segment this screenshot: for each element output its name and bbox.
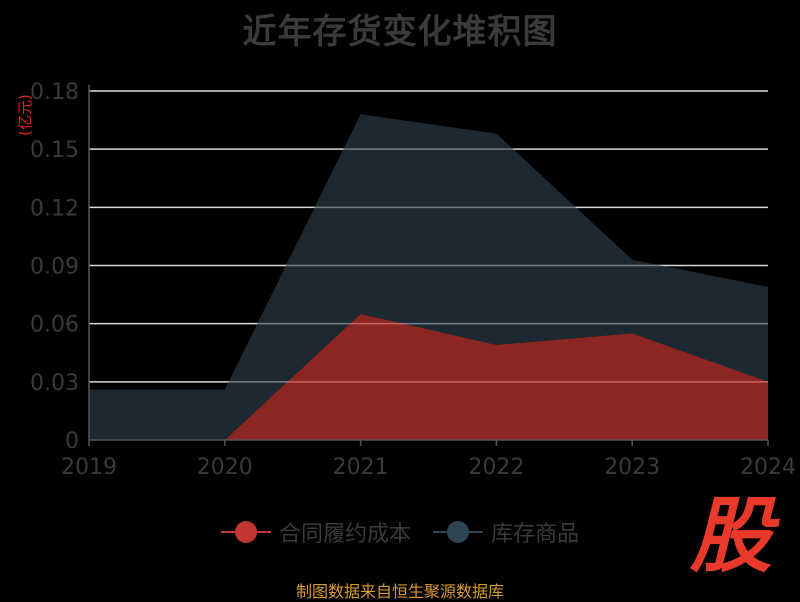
y-tick-label: 0.18 xyxy=(30,80,79,105)
x-tick-label: 2019 xyxy=(61,455,117,480)
axes: 0 0.03 0.06 0.09 0.12 0.15 0.18 2019 2020 2021 202… xyxy=(30,80,796,480)
y-tick-label: 0.12 xyxy=(30,196,79,221)
x-tick-label: 2022 xyxy=(468,455,524,480)
y-tick-label: 0.09 xyxy=(30,255,79,280)
legend: 合同履约成本 库存商品 xyxy=(0,516,800,548)
y-tick-label: 0.06 xyxy=(30,313,79,338)
legend-label: 库存商品 xyxy=(491,522,580,547)
x-tick-label: 2021 xyxy=(333,455,389,480)
chart-title: 近年存货变化堆积图 xyxy=(242,12,558,52)
y-tick-label: 0.03 xyxy=(30,371,79,396)
legend-label: 合同履约成本 xyxy=(278,522,411,547)
source-note: 制图数据来自恒生聚源数据库 xyxy=(295,582,504,601)
watermark-logo: 股 xyxy=(690,489,772,584)
area-series-1 xyxy=(89,114,768,441)
y-tick-label: 0.15 xyxy=(30,138,79,163)
legend-swatch-contract-cost xyxy=(220,520,271,544)
y-axis-label: (亿元) xyxy=(16,94,34,136)
y-tick-label: 0 xyxy=(65,429,79,454)
legend-item-contract-cost[interactable]: 合同履约成本 xyxy=(220,516,411,548)
area-series-0 xyxy=(89,313,768,440)
x-tick-label: 2020 xyxy=(197,455,253,480)
legend-swatch-inventory-goods xyxy=(433,520,483,544)
x-tick-label: 2023 xyxy=(604,455,660,480)
x-tick-label: 2024 xyxy=(740,455,796,480)
legend-item-inventory-goods[interactable]: 库存商品 xyxy=(433,516,579,548)
area-series xyxy=(89,114,768,441)
